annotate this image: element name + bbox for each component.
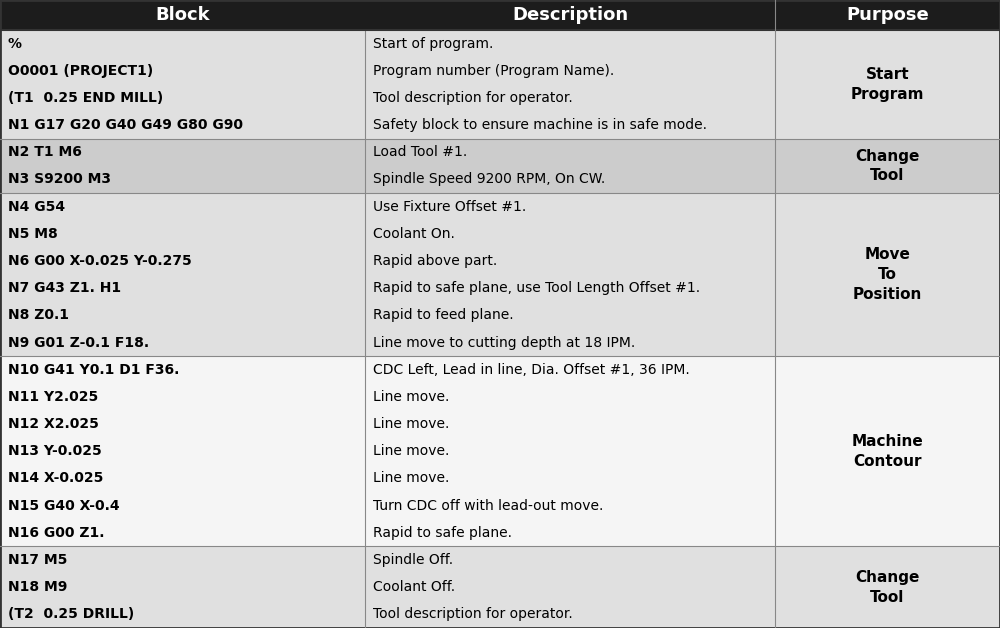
Text: O0001 (PROJECT1): O0001 (PROJECT1) — [8, 64, 153, 78]
Text: N15 G40 X-0.4: N15 G40 X-0.4 — [8, 499, 120, 512]
Text: Turn CDC off with lead-out move.: Turn CDC off with lead-out move. — [373, 499, 603, 512]
Text: Block: Block — [155, 6, 210, 24]
Bar — [0, 0, 1000, 30]
Text: Line move.: Line move. — [373, 390, 449, 404]
Text: N5 M8: N5 M8 — [8, 227, 58, 241]
Text: Spindle Speed 9200 RPM, On CW.: Spindle Speed 9200 RPM, On CW. — [373, 173, 605, 187]
Text: Rapid to feed plane.: Rapid to feed plane. — [373, 308, 514, 322]
Text: N4 G54: N4 G54 — [8, 200, 65, 214]
Text: N14 X-0.025: N14 X-0.025 — [8, 472, 103, 485]
Text: Machine
Contour: Machine Contour — [852, 434, 923, 468]
Text: Description: Description — [512, 6, 628, 24]
Text: Start
Program: Start Program — [851, 67, 924, 102]
Text: (T2  0.25 DRILL): (T2 0.25 DRILL) — [8, 607, 134, 622]
Text: N11 Y2.025: N11 Y2.025 — [8, 390, 98, 404]
Text: N18 M9: N18 M9 — [8, 580, 67, 594]
Text: Safety block to ensure machine is in safe mode.: Safety block to ensure machine is in saf… — [373, 118, 707, 132]
Text: Coolant Off.: Coolant Off. — [373, 580, 455, 594]
Text: Coolant On.: Coolant On. — [373, 227, 455, 241]
Text: Rapid to safe plane.: Rapid to safe plane. — [373, 526, 512, 540]
Bar — [0, 139, 1000, 193]
Text: Change
Tool: Change Tool — [855, 570, 920, 605]
Text: CDC Left, Lead in line, Dia. Offset #1, 36 IPM.: CDC Left, Lead in line, Dia. Offset #1, … — [373, 363, 690, 377]
Text: Line move.: Line move. — [373, 417, 449, 431]
Text: Program number (Program Name).: Program number (Program Name). — [373, 64, 614, 78]
Text: Tool description for operator.: Tool description for operator. — [373, 91, 573, 105]
Text: N17 M5: N17 M5 — [8, 553, 67, 567]
Text: N7 G43 Z1. H1: N7 G43 Z1. H1 — [8, 281, 121, 295]
Text: (T1  0.25 END MILL): (T1 0.25 END MILL) — [8, 91, 163, 105]
Text: Line move to cutting depth at 18 IPM.: Line move to cutting depth at 18 IPM. — [373, 335, 635, 350]
Text: N16 G00 Z1.: N16 G00 Z1. — [8, 526, 104, 540]
Text: Spindle Off.: Spindle Off. — [373, 553, 453, 567]
Text: N12 X2.025: N12 X2.025 — [8, 417, 99, 431]
Text: Line move.: Line move. — [373, 472, 449, 485]
Text: Rapid to safe plane, use Tool Length Offset #1.: Rapid to safe plane, use Tool Length Off… — [373, 281, 700, 295]
Bar — [0, 193, 1000, 356]
Text: Use Fixture Offset #1.: Use Fixture Offset #1. — [373, 200, 526, 214]
Text: Start of program.: Start of program. — [373, 36, 493, 51]
Text: Tool description for operator.: Tool description for operator. — [373, 607, 573, 622]
Text: Load Tool #1.: Load Tool #1. — [373, 145, 467, 160]
Text: N1 G17 G20 G40 G49 G80 G90: N1 G17 G20 G40 G49 G80 G90 — [8, 118, 243, 132]
Text: Line move.: Line move. — [373, 445, 449, 458]
Bar — [0, 356, 1000, 546]
Text: N9 G01 Z-0.1 F18.: N9 G01 Z-0.1 F18. — [8, 335, 149, 350]
Text: N6 G00 X-0.025 Y-0.275: N6 G00 X-0.025 Y-0.275 — [8, 254, 192, 268]
Text: N2 T1 M6: N2 T1 M6 — [8, 145, 82, 160]
Bar — [0, 30, 1000, 139]
Text: N13 Y-0.025: N13 Y-0.025 — [8, 445, 102, 458]
Text: Change
Tool: Change Tool — [855, 148, 920, 183]
Text: Rapid above part.: Rapid above part. — [373, 254, 497, 268]
Text: %: % — [8, 36, 22, 51]
Text: Move
To
Position: Move To Position — [853, 247, 922, 302]
Text: Purpose: Purpose — [846, 6, 929, 24]
Text: N10 G41 Y0.1 D1 F36.: N10 G41 Y0.1 D1 F36. — [8, 363, 179, 377]
Bar — [0, 546, 1000, 628]
Text: N3 S9200 M3: N3 S9200 M3 — [8, 173, 111, 187]
Text: N8 Z0.1: N8 Z0.1 — [8, 308, 69, 322]
